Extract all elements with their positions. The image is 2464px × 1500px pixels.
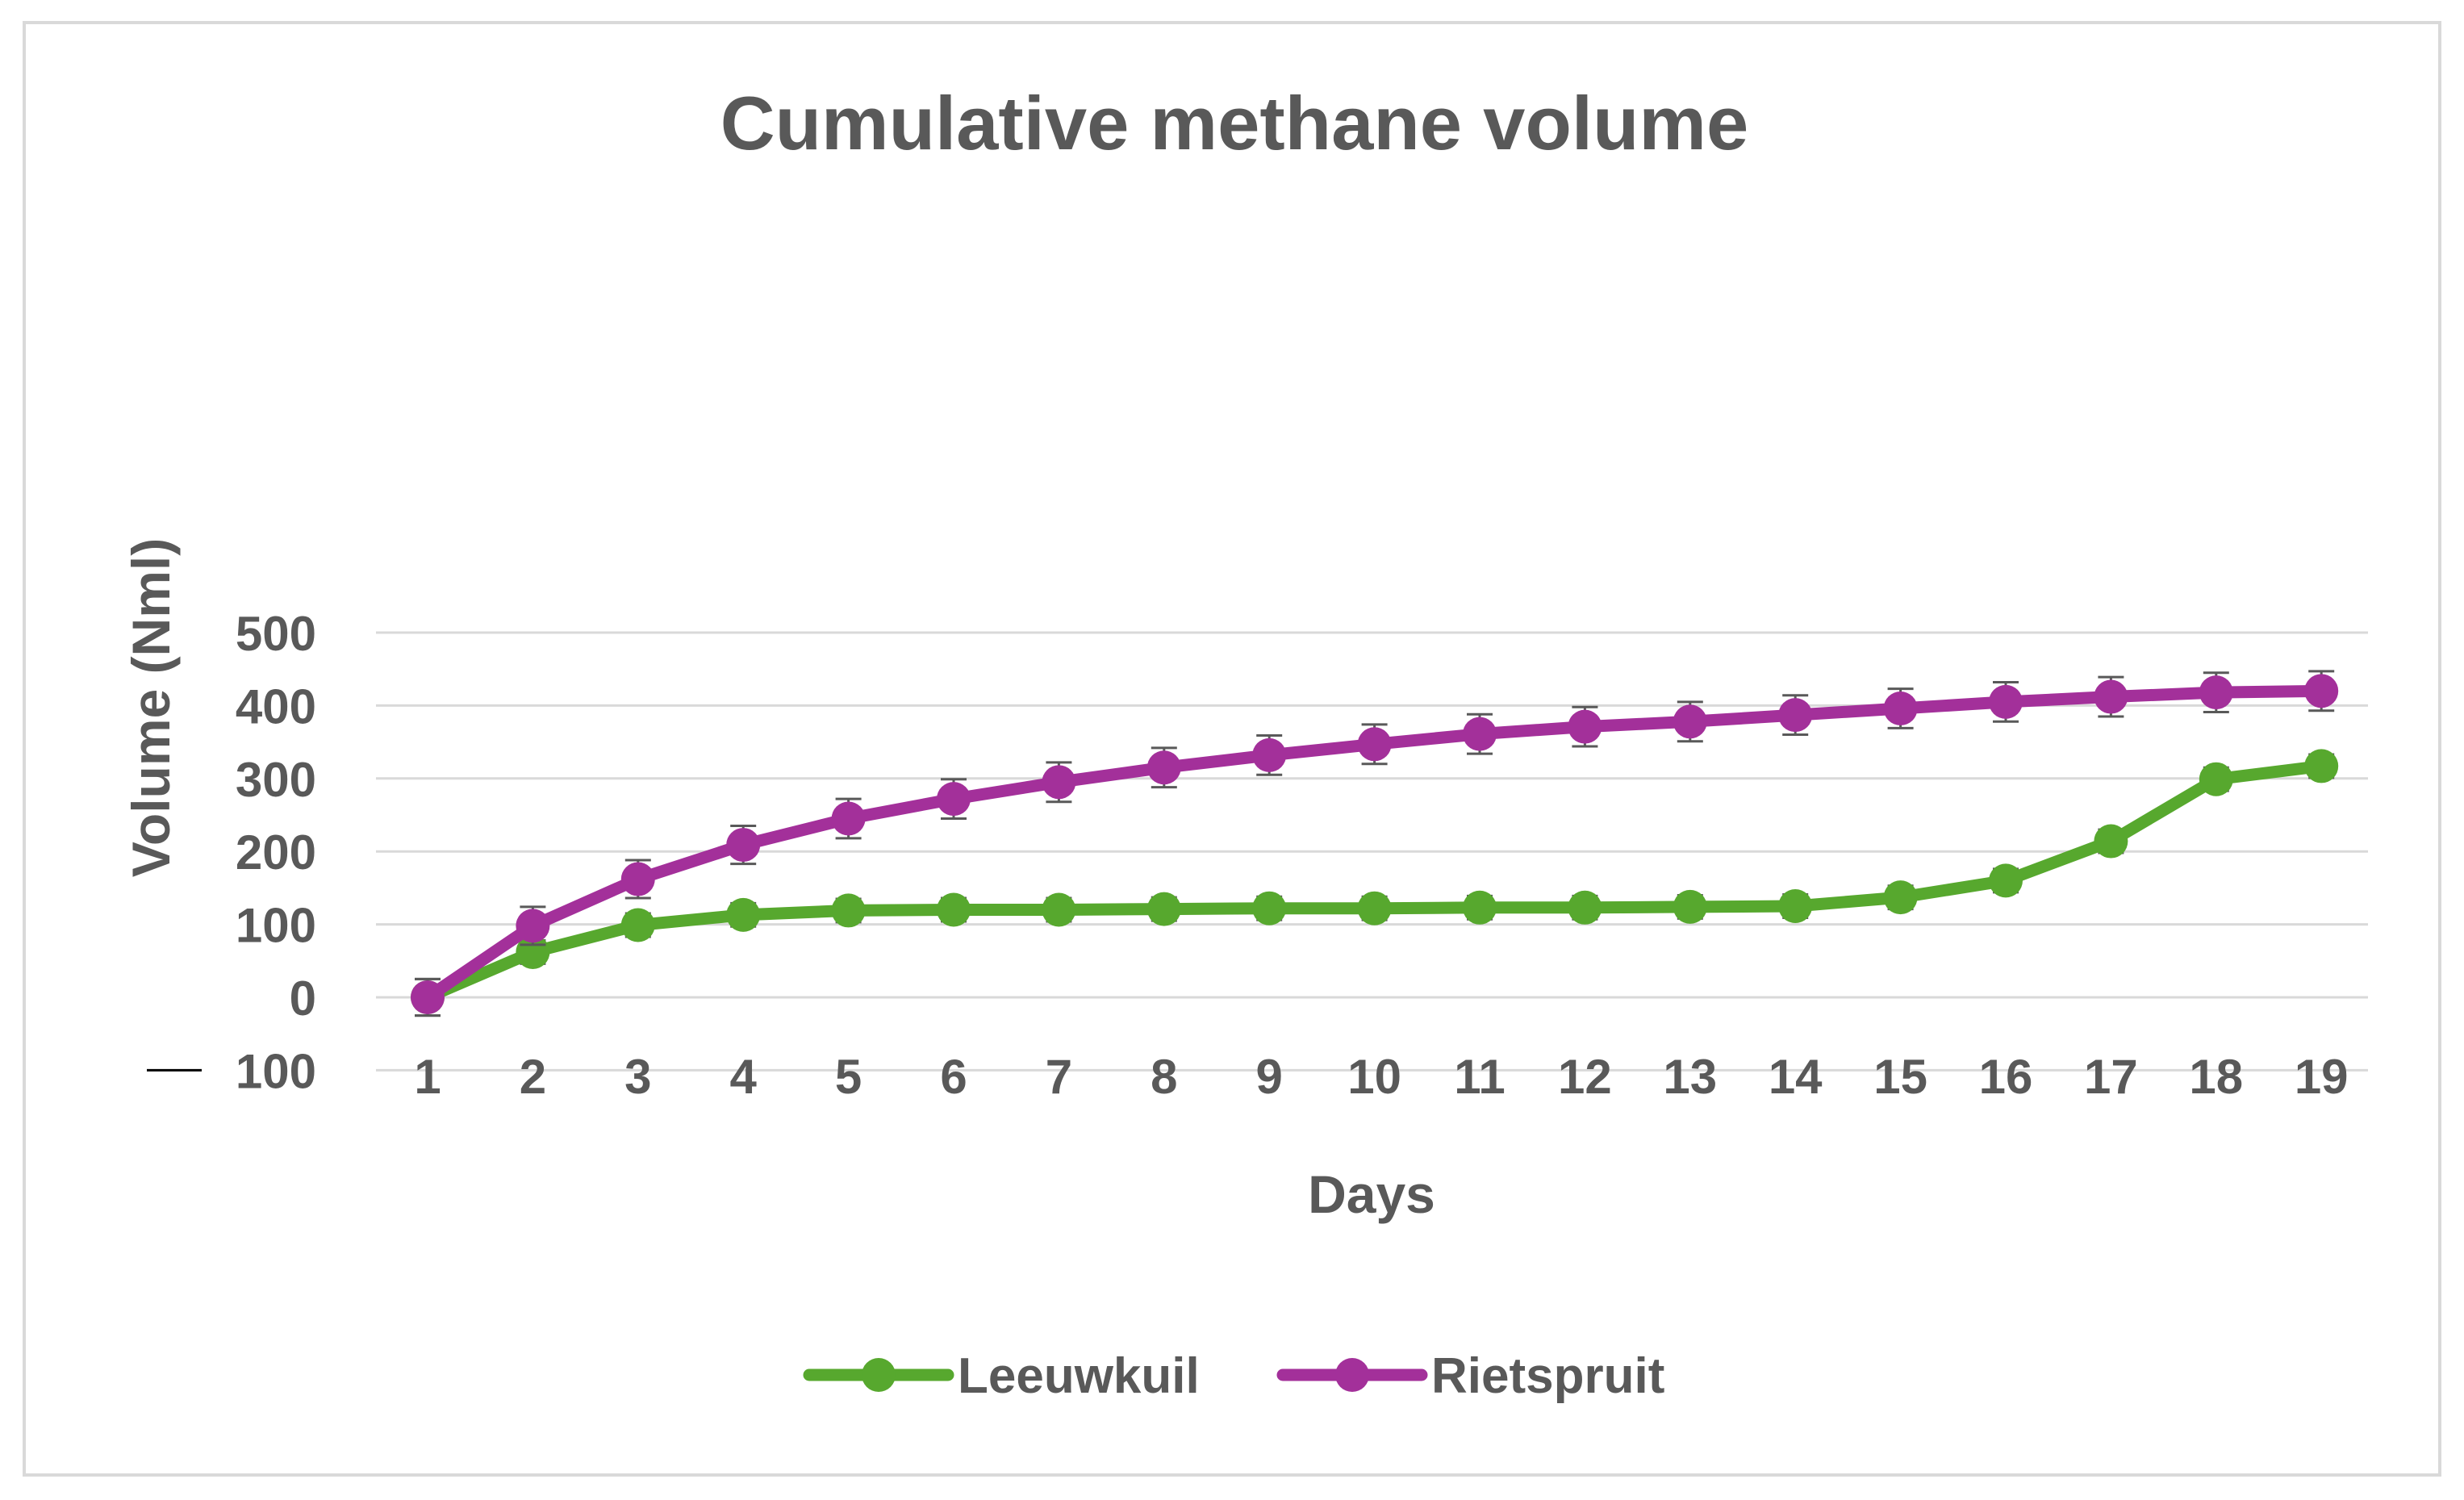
data-point (1463, 890, 1497, 925)
data-point (1252, 891, 1287, 925)
data-point (937, 892, 971, 927)
x-tick-label: 16 (1979, 1050, 2033, 1104)
x-tick-label: 9 (1256, 1050, 1283, 1104)
data-point (2304, 674, 2339, 708)
data-point (2199, 762, 2233, 796)
data-point (620, 908, 655, 942)
x-tick-label: 8 (1151, 1050, 1177, 1104)
legend-item-leeuwkuil: Leeuwkuil (803, 1348, 1200, 1404)
data-point (937, 782, 971, 817)
x-tick-label: 7 (1046, 1050, 1072, 1104)
x-tick-label: 4 (730, 1050, 758, 1104)
data-point (726, 828, 761, 863)
series-group (411, 670, 2339, 1017)
series-leeuwkuil (411, 749, 2339, 1017)
data-point (1778, 698, 1813, 733)
data-point (1883, 692, 1918, 726)
data-point (831, 801, 866, 836)
data-point (1673, 704, 1707, 739)
x-tick-label: 17 (2084, 1050, 2138, 1104)
data-point (1989, 684, 2023, 719)
data-point (1778, 889, 1813, 923)
data-point (2094, 824, 2128, 859)
y-tick-label: 300 (236, 753, 316, 807)
y-axis-ticks: 500 400 300 200 100 0 100 (147, 607, 316, 1098)
data-point (1357, 727, 1392, 762)
y-axis-label: Volume (Nml) (121, 538, 181, 877)
x-tick-label: 14 (1769, 1050, 1823, 1104)
y-tick-label: 100 (236, 1044, 316, 1098)
legend: Leeuwkuil Rietspruit (803, 1348, 1664, 1404)
data-point (1568, 709, 1602, 744)
data-point (1146, 750, 1181, 785)
data-point (2304, 749, 2339, 783)
y-tick-label: 400 (236, 679, 316, 733)
data-point (2199, 675, 2233, 710)
x-tick-label: 15 (1873, 1050, 1927, 1104)
series-line (421, 759, 2328, 1004)
x-axis-label: Days (1308, 1164, 1435, 1224)
x-tick-label: 11 (1454, 1050, 1505, 1104)
data-point (620, 862, 655, 896)
x-tick-label: 13 (1663, 1050, 1717, 1104)
data-point (2094, 679, 2128, 714)
data-point (726, 897, 761, 932)
x-tick-label: 5 (835, 1050, 862, 1104)
legend-label: Leeuwkuil (958, 1348, 1200, 1404)
x-tick-label: 3 (624, 1050, 651, 1104)
legend-marker (1335, 1358, 1369, 1392)
legend-item-rietspruit: Rietspruit (1276, 1348, 1664, 1404)
data-point (1252, 737, 1287, 772)
series-rietspruit (411, 670, 2339, 1017)
y-tick-label: 500 (236, 607, 316, 661)
legend-label: Rietspruit (1431, 1348, 1664, 1404)
data-point (1463, 717, 1497, 751)
y-tick-label: 200 (236, 825, 316, 880)
x-tick-label: 12 (1558, 1050, 1612, 1104)
data-point (1883, 880, 1918, 915)
legend-marker (862, 1358, 896, 1392)
x-tick-label: 6 (940, 1050, 967, 1104)
chart-frame (23, 21, 2441, 1477)
data-point (411, 980, 445, 1014)
x-tick-label: 10 (1347, 1050, 1401, 1104)
y-tick-label: 0 (290, 971, 316, 1026)
data-point (1042, 765, 1076, 800)
data-point (1357, 891, 1392, 925)
x-tick-label: 2 (520, 1050, 546, 1104)
data-point (1673, 889, 1707, 924)
data-point (1989, 863, 2023, 898)
x-tick-label: 19 (2295, 1050, 2349, 1104)
data-point (516, 909, 550, 943)
data-point (1042, 892, 1076, 927)
data-point (831, 893, 866, 928)
data-point (1146, 892, 1181, 926)
x-tick-label: 18 (2189, 1050, 2243, 1104)
data-point (1568, 890, 1602, 925)
x-tick-label: 1 (414, 1050, 441, 1104)
chart-title: Cumulative methane volume (720, 81, 1749, 165)
x-axis-ticks: 1 2 3 4 5 6 7 8 9 10 11 12 13 14 15 16 17 18 19 (414, 1050, 2348, 1104)
y-tick-label: 100 (236, 899, 316, 953)
